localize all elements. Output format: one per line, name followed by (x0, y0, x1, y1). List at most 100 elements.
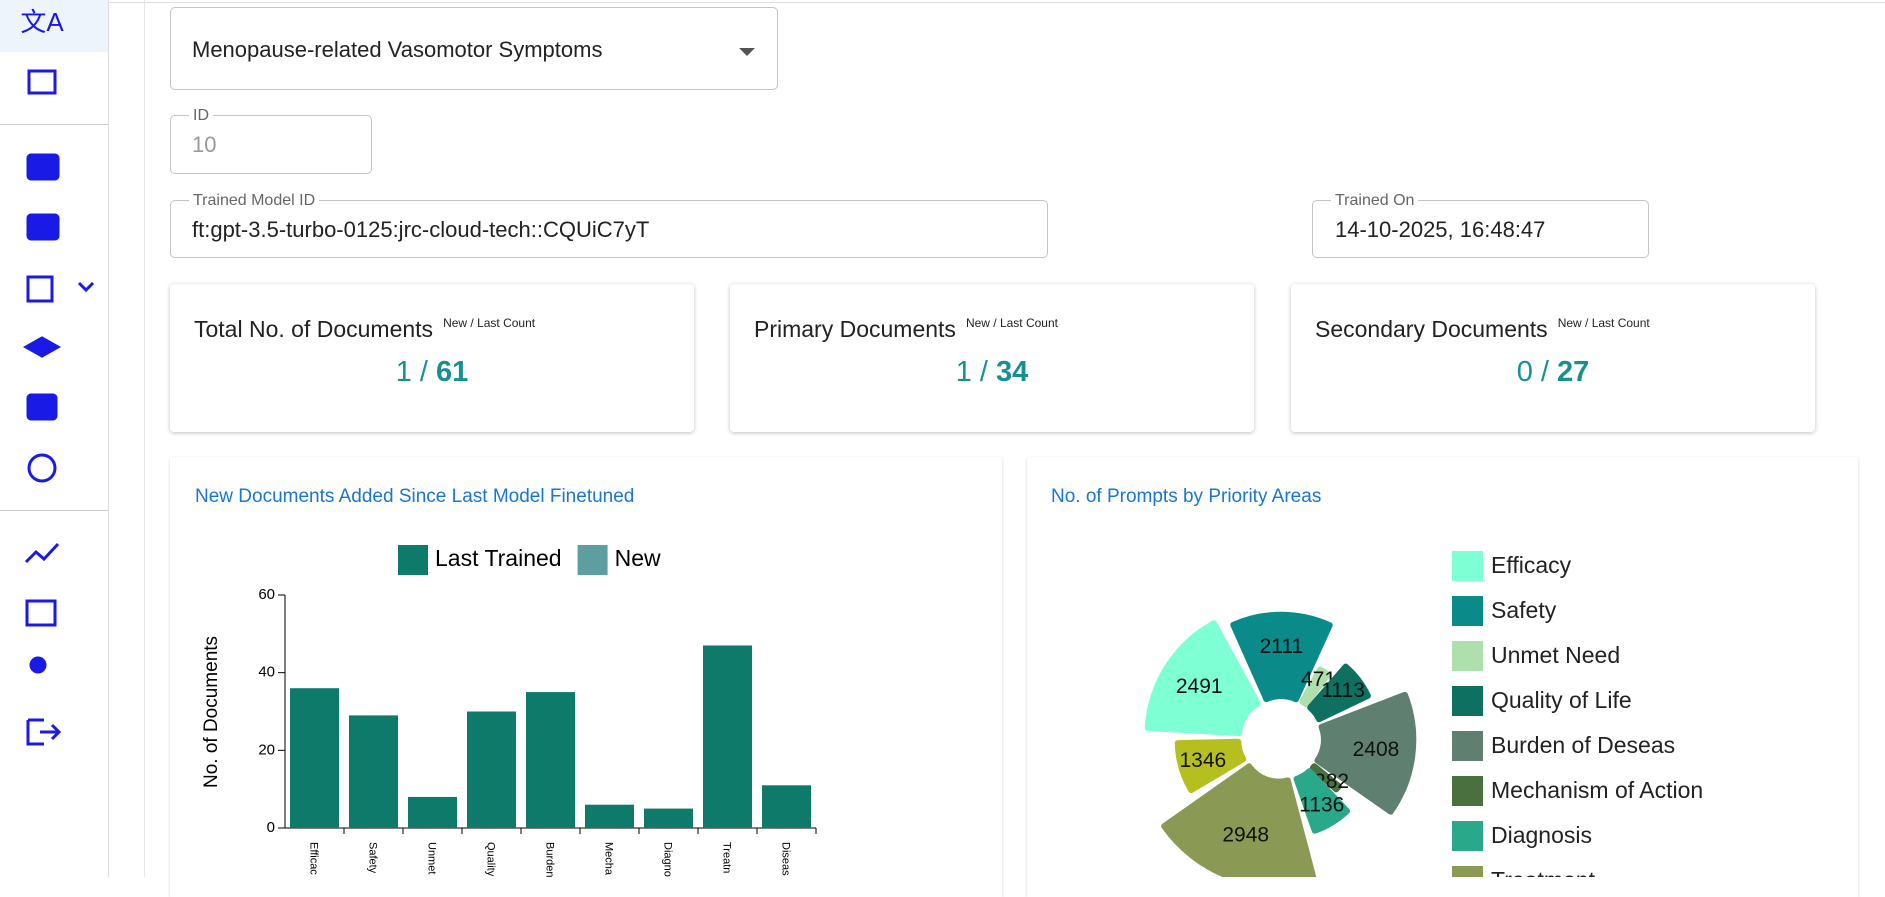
legend-label: Unmet Need (1491, 642, 1620, 668)
slice-label: 1136 (1299, 794, 1344, 817)
card-count: 1 / 34 (730, 356, 1254, 389)
y-tick-label: 20 (258, 741, 275, 758)
legend-label: Burden of Deseas (1491, 732, 1675, 758)
divider (0, 510, 108, 511)
bar (349, 715, 398, 828)
legend-label: New (615, 545, 661, 571)
chart-title: No. of Prompts by Priority Areas (1051, 486, 1321, 507)
people-icon[interactable] (29, 656, 47, 674)
library-icon[interactable] (26, 275, 54, 303)
field-label: Trained On (1331, 192, 1419, 210)
school-icon[interactable] (22, 336, 62, 358)
legend-swatch (1452, 551, 1483, 581)
lock-icon[interactable] (27, 453, 57, 483)
divider (0, 124, 108, 125)
x-tick-label: Diseas (780, 842, 792, 876)
trend-icon[interactable] (24, 542, 60, 564)
expand-icon[interactable] (77, 281, 95, 293)
bar (290, 688, 339, 828)
active-item (0, 0, 108, 52)
model-field[interactable]: Trained Model ID ft:gpt-3.5-turbo-0125:j… (170, 192, 1048, 258)
bar (644, 808, 693, 828)
bar (526, 692, 575, 828)
y-axis-label: No. of Documents (201, 636, 222, 788)
legend-swatch (398, 545, 428, 575)
stat-card: Total No. of Documents New / Last Count 1 … (170, 284, 694, 432)
pie-slice (1309, 763, 1342, 793)
x-tick-label: Efficac (308, 842, 320, 875)
slice-label: 2491 (1176, 675, 1223, 698)
legend-label: Mechanism of Action (1491, 777, 1703, 803)
x-tick-label: Quality (485, 842, 497, 877)
slice-label: 1113 (1321, 679, 1365, 702)
count-new: 0 (1516, 356, 1533, 388)
chat-icon[interactable] (26, 153, 60, 181)
legend-swatch (1452, 686, 1483, 716)
id-field: ID 10 (170, 107, 372, 174)
pie-slice (1299, 666, 1331, 708)
logout-icon[interactable] (26, 718, 62, 746)
x-tick-label: Safety (367, 842, 379, 874)
sidebar-icons: 文A (20, 7, 95, 746)
bar (467, 711, 516, 828)
translate-icon[interactable]: 文A (20, 7, 64, 37)
card-title: Secondary Documents New / Last Count (1315, 316, 1650, 343)
legend-swatch (1452, 596, 1483, 626)
card-count: 1 / 61 (170, 356, 694, 389)
forum-icon[interactable] (26, 213, 60, 241)
y-tick-label: 0 (267, 819, 275, 836)
y-tick-label: 60 (258, 586, 275, 603)
stat-card: Primary Documents New / Last Count 1 / 34 (730, 284, 1254, 432)
chart-title: New Documents Added Since Last Model Fin… (195, 486, 634, 507)
slice-label: 2111 (1260, 635, 1304, 658)
slice-label: 2408 (1353, 738, 1400, 761)
pie-slice (1161, 763, 1317, 877)
count-new: 1 (955, 356, 972, 388)
x-tick-label: Unmet (426, 842, 438, 874)
x-tick-label: Mecha (603, 842, 615, 876)
field-value: 14-10-2025, 16:48:47 (1335, 217, 1546, 242)
field-value: 10 (192, 132, 217, 157)
card-title: Primary Documents New / Last Count (754, 316, 1058, 343)
bar (762, 785, 811, 828)
charts: New Documents Added Since Last Model Fin… (195, 486, 1703, 877)
slice-label: 1346 (1180, 749, 1227, 772)
x-tick-label: Diagno (662, 842, 674, 877)
count-separator: / (419, 356, 428, 388)
content-border (144, 0, 145, 877)
tree-icon[interactable] (25, 599, 57, 627)
count-separator: / (979, 356, 988, 388)
legend-swatch (577, 545, 608, 575)
count-separator: / (1540, 356, 1549, 388)
legend-label: Efficacy (1491, 552, 1572, 578)
top-border (0, 2, 1885, 3)
y-tick-label: 40 (258, 664, 275, 681)
lyrics-icon[interactable] (26, 393, 58, 421)
bar (585, 804, 634, 828)
field-label: Trained Model ID (189, 192, 320, 210)
disease-select[interactable]: Menopause-related Vasomotor Symptoms (170, 7, 778, 90)
legend-label: Safety (1491, 597, 1557, 623)
legend-swatch (1452, 641, 1483, 671)
select-value: Menopause-related Vasomotor Symptoms (192, 37, 603, 62)
legend-swatch (1452, 776, 1483, 806)
trained-on-field[interactable]: Trained On 14-10-2025, 16:48:47 (1312, 192, 1649, 258)
x-tick-label: Treatn (721, 842, 733, 873)
icon[interactable] (27, 69, 57, 95)
legend-label: Quality of Life (1491, 687, 1632, 713)
card-title-text: Total No. of Documents (194, 316, 434, 342)
pie-slice (1307, 663, 1371, 723)
legend-swatch (1452, 821, 1483, 851)
card-note: New / Last Count (443, 316, 536, 330)
sidebar: 文A (0, 0, 109, 877)
count-last: 61 (436, 356, 469, 388)
x-tick-label: Burden (544, 842, 556, 877)
card-note: New / Last Count (1557, 316, 1650, 330)
field-label: ID (189, 107, 213, 125)
field-value: ft:gpt-3.5-turbo-0125:jrc-cloud-tech::CQ… (192, 217, 650, 242)
bar (703, 645, 752, 828)
legend-label: Last Trained (435, 545, 562, 571)
pie-slice (1144, 620, 1261, 737)
count-last: 27 (1557, 356, 1590, 388)
count-last: 34 (996, 356, 1029, 388)
